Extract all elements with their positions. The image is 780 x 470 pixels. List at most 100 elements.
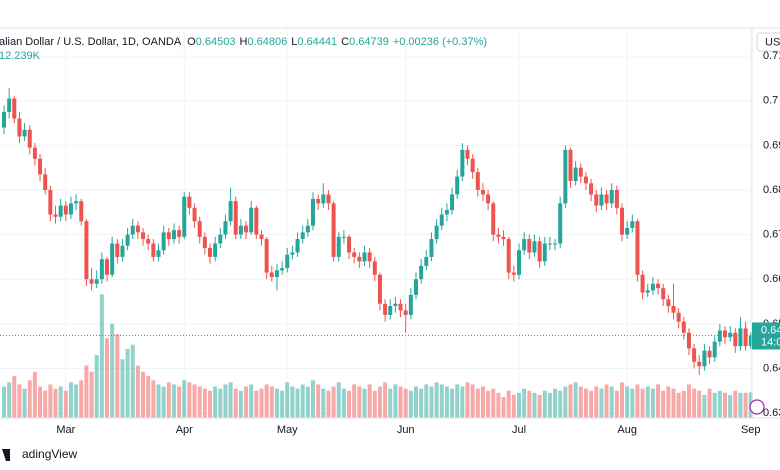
volume-bar (692, 388, 697, 418)
volume-bar (414, 386, 418, 418)
candle-body (568, 149, 573, 182)
candle-body (311, 198, 315, 226)
y-tick-label: 0.69 (763, 139, 780, 151)
volume-bar (53, 388, 58, 418)
candle-body (424, 256, 429, 266)
volume-bar (470, 384, 475, 418)
candle-body (68, 203, 73, 215)
candle-body (244, 225, 249, 233)
volume-bar (326, 390, 331, 418)
candle-body (671, 305, 676, 313)
volume-bar (424, 384, 429, 418)
candle-body (697, 361, 702, 367)
candle-body (48, 189, 53, 215)
candle-body (89, 279, 94, 284)
volume-bar (58, 386, 63, 418)
settings-icon[interactable] (749, 399, 765, 415)
volume-bar (285, 382, 290, 418)
volume-bar (84, 365, 89, 418)
volume-bar (666, 386, 671, 418)
candle-body (645, 290, 650, 293)
candle-body (542, 243, 547, 262)
candle-body (578, 167, 583, 177)
candle-body (393, 303, 398, 306)
volume-bar (377, 386, 382, 418)
volume-bar (496, 392, 501, 418)
candle-body (547, 243, 552, 245)
volume-bar (599, 388, 604, 418)
volume-bar (614, 390, 619, 418)
candle-body (465, 149, 470, 159)
candle-body (717, 330, 722, 342)
candle-body (99, 259, 104, 280)
volume-bar (182, 380, 187, 418)
watermark: adingView (22, 447, 77, 461)
candle-body (527, 239, 532, 253)
candle-body (511, 272, 516, 275)
volume-bar (522, 388, 527, 418)
ohlc-label: C (341, 36, 349, 48)
volume-bar (99, 294, 104, 418)
candle-body (38, 158, 43, 175)
change: +0.00236 (+0.37%) (393, 36, 487, 48)
volume-bar (177, 386, 182, 418)
volume-bar (233, 388, 238, 418)
volume-bar (656, 384, 661, 418)
candle-body (238, 225, 243, 235)
candle-body (120, 245, 125, 257)
volume-bar (135, 365, 140, 418)
volume-bar (650, 388, 655, 418)
candle-body (331, 203, 336, 257)
candle-body (171, 230, 176, 240)
x-tick-label: Apr (176, 424, 193, 436)
volume-bar (146, 376, 151, 418)
volume-bar (27, 380, 32, 418)
volume-bar (444, 386, 449, 418)
volume-bar (105, 338, 109, 418)
ohlc-value: 0.64739 (349, 36, 389, 48)
volume-bar (625, 386, 630, 418)
volume-bar (166, 382, 171, 418)
candle-body (27, 129, 32, 148)
volume-bar (681, 390, 686, 418)
candle-body (74, 201, 79, 204)
ohlc-value: 0.64806 (247, 36, 287, 48)
currency-button-frame[interactable] (756, 32, 780, 52)
candle-body (640, 274, 645, 293)
candle-body (609, 189, 614, 204)
volume-bar (568, 384, 573, 418)
candle-body (352, 252, 357, 257)
candle-body (151, 243, 156, 257)
price-pane (0, 88, 753, 376)
candle-body (146, 239, 151, 244)
volume-bar (480, 386, 485, 418)
x-tick-label: Jun (397, 424, 415, 436)
candle-body (321, 194, 326, 204)
candle-body (285, 254, 290, 269)
candle-body (403, 310, 408, 315)
candle-body (362, 252, 367, 262)
volume-bar (697, 390, 702, 418)
candle-body (223, 221, 228, 235)
currency-label[interactable]: USD (765, 36, 780, 48)
candle-body (630, 221, 635, 228)
volume-bar (486, 390, 491, 418)
volume-bar (671, 388, 676, 418)
volume-bar (460, 386, 465, 418)
volume-bar (532, 392, 537, 418)
candle-body (444, 210, 449, 215)
candle-body (506, 239, 511, 273)
currency-button[interactable]: USD (756, 32, 780, 52)
volume-bar (115, 334, 120, 418)
volume-bar (213, 386, 218, 418)
candle-body (274, 270, 279, 277)
candle-body (707, 350, 712, 358)
ohlc-label: L (291, 36, 297, 48)
volume-bar (367, 384, 372, 418)
candle-body (63, 205, 68, 215)
candle-body (589, 183, 594, 195)
candle-body (408, 294, 413, 315)
volume-bar (362, 388, 367, 418)
volume-bar (311, 380, 315, 418)
